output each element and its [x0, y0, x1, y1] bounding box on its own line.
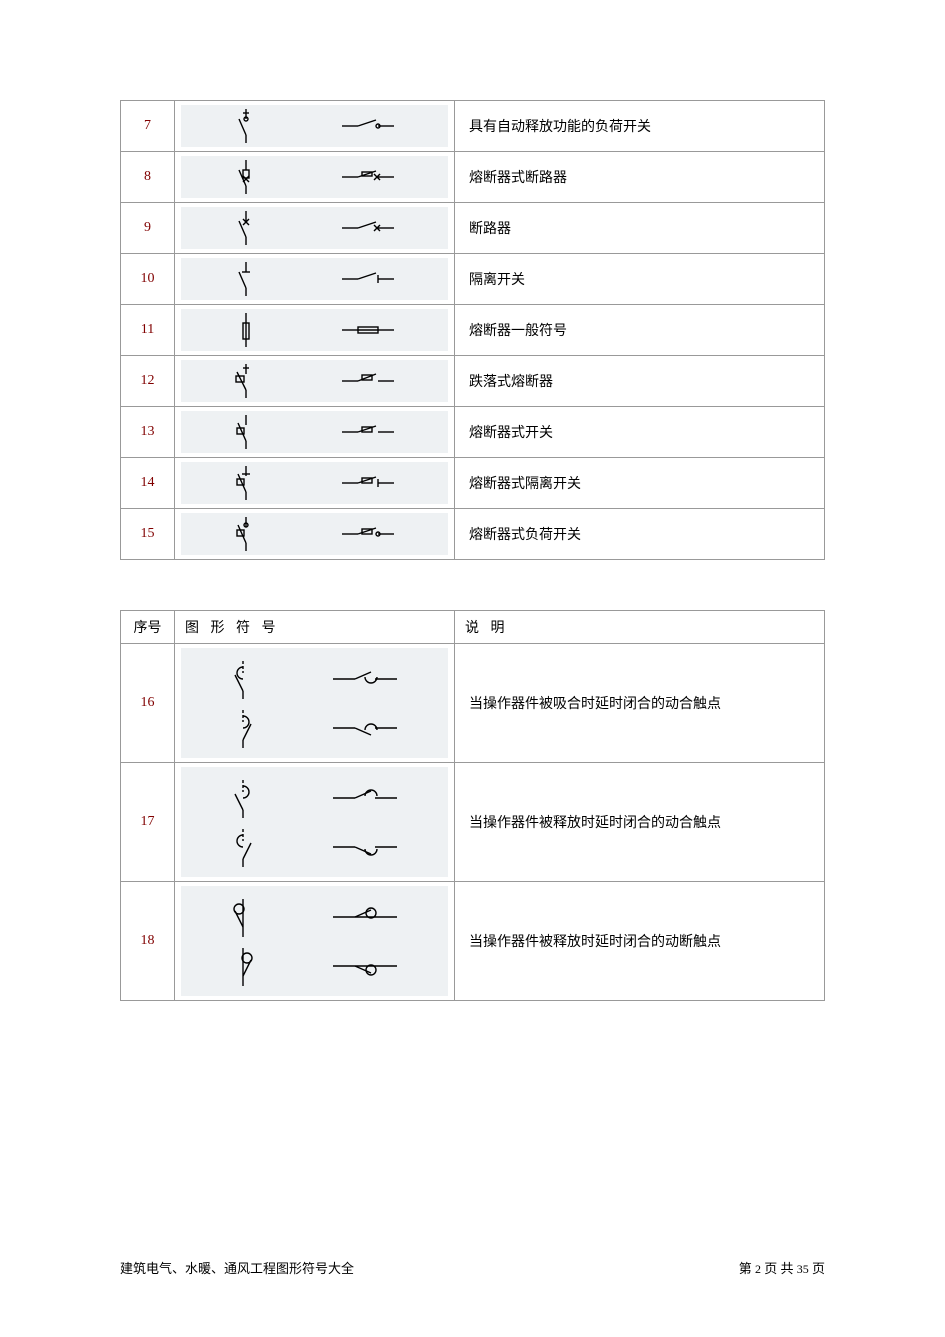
row-desc: 当操作器件被吸合时延时闭合的动合触点 [455, 644, 825, 763]
table-row: 13 熔断器式开关 [121, 407, 825, 458]
table-row: 8 熔断器式断路器 [121, 152, 825, 203]
table-row: 9 断路器 [121, 203, 825, 254]
symbol-box [181, 309, 448, 351]
row-num: 12 [121, 356, 175, 407]
footer-page: 第 2 页 共 35 页 [739, 1258, 825, 1277]
row-symbol-cell [175, 644, 455, 763]
row-symbol-cell [175, 254, 455, 305]
row-symbol-cell [175, 101, 455, 152]
fuse-switch-horizontal-icon [338, 421, 398, 443]
row-desc: 熔断器式负荷开关 [455, 509, 825, 560]
row-num: 17 [121, 763, 175, 882]
symbol-box [181, 513, 448, 555]
row-desc: 当操作器件被释放时延时闭合的动断触点 [455, 882, 825, 1001]
row-symbol-cell [175, 152, 455, 203]
delay-close-no-h1-icon [327, 666, 403, 692]
fuse-general-vertical-icon [231, 311, 261, 349]
table-row: 17 当操作器件被释放时延时闭合的动合触点 [121, 763, 825, 882]
symbol-box [181, 105, 448, 147]
disconnect-switch-vertical-icon [231, 260, 261, 298]
delay-release-no-h1-icon [327, 785, 403, 811]
symbol-box [181, 767, 448, 877]
delay-release-no-v2-icon [226, 825, 260, 869]
page-footer: 建筑电气、水暖、通风工程图形符号大全 第 2 页 共 35 页 [120, 1258, 825, 1277]
symbol-table-2: 序号 图 形 符 号 说 明 16 当操作器件被吸合时延时闭合的动合触点 17 [120, 610, 825, 1001]
symbol-box [181, 462, 448, 504]
fuse-disconnect-switch-vertical-icon [231, 464, 261, 502]
symbol-table-1: 7 具有自动释放功能的负荷开关 8 熔断器式断路器 9 断路器 10 [120, 100, 825, 560]
row-num: 18 [121, 882, 175, 1001]
fuse-general-horizontal-icon [338, 319, 398, 341]
footer-title: 建筑电气、水暖、通风工程图形符号大全 [120, 1258, 354, 1277]
table-row: 11 熔断器一般符号 [121, 305, 825, 356]
row-symbol-cell [175, 356, 455, 407]
row-num: 15 [121, 509, 175, 560]
disconnect-switch-horizontal-icon [338, 268, 398, 290]
delay-release-no-v1-icon [226, 776, 260, 820]
dropout-fuse-vertical-icon [231, 362, 261, 400]
row-num: 7 [121, 101, 175, 152]
symbol-box [181, 207, 448, 249]
row-desc: 熔断器一般符号 [455, 305, 825, 356]
fuse-breaker-horizontal-icon [338, 166, 398, 188]
delay-release-nc-v1-icon [226, 895, 260, 939]
table-row: 7 具有自动释放功能的负荷开关 [121, 101, 825, 152]
breaker-horizontal-icon [338, 217, 398, 239]
delay-release-nc-h1-icon [327, 904, 403, 930]
fuse-switch-vertical-icon [231, 413, 261, 451]
header-num: 序号 [121, 611, 175, 644]
row-symbol-cell [175, 203, 455, 254]
fuse-breaker-vertical-icon [231, 158, 261, 196]
symbol-box [181, 648, 448, 758]
fuse-load-switch-vertical-icon [231, 515, 261, 553]
symbol-box [181, 411, 448, 453]
row-desc: 具有自动释放功能的负荷开关 [455, 101, 825, 152]
row-desc: 跌落式熔断器 [455, 356, 825, 407]
row-num: 16 [121, 644, 175, 763]
delay-release-no-h2-icon [327, 834, 403, 860]
table-row: 12 跌落式熔断器 [121, 356, 825, 407]
row-symbol-cell [175, 305, 455, 356]
row-num: 10 [121, 254, 175, 305]
delay-close-no-v2-icon [226, 706, 260, 750]
row-num: 13 [121, 407, 175, 458]
table-header-row: 序号 图 形 符 号 说 明 [121, 611, 825, 644]
symbol-box [181, 258, 448, 300]
row-symbol-cell [175, 763, 455, 882]
auto-release-switch-vertical-icon [231, 107, 261, 145]
table-row: 15 熔断器式负荷开关 [121, 509, 825, 560]
symbol-box [181, 156, 448, 198]
delay-close-no-v1-icon [226, 657, 260, 701]
delay-release-nc-h2-icon [327, 953, 403, 979]
row-symbol-cell [175, 509, 455, 560]
row-desc: 熔断器式开关 [455, 407, 825, 458]
fuse-load-switch-horizontal-icon [338, 523, 398, 545]
row-num: 14 [121, 458, 175, 509]
delay-close-no-h2-icon [327, 715, 403, 741]
breaker-vertical-icon [231, 209, 261, 247]
table-row: 14 熔断器式隔离开关 [121, 458, 825, 509]
header-symbol: 图 形 符 号 [175, 611, 455, 644]
row-desc: 断路器 [455, 203, 825, 254]
row-symbol-cell [175, 458, 455, 509]
row-num: 11 [121, 305, 175, 356]
fuse-disconnect-switch-horizontal-icon [338, 472, 398, 494]
row-symbol-cell [175, 882, 455, 1001]
row-symbol-cell [175, 407, 455, 458]
row-desc: 当操作器件被释放时延时闭合的动合触点 [455, 763, 825, 882]
symbol-box [181, 360, 448, 402]
row-desc: 隔离开关 [455, 254, 825, 305]
delay-release-nc-v2-icon [226, 944, 260, 988]
dropout-fuse-horizontal-icon [338, 370, 398, 392]
table-row: 18 当操作器件被释放时延时闭合的动断触点 [121, 882, 825, 1001]
row-num: 8 [121, 152, 175, 203]
table-row: 10 隔离开关 [121, 254, 825, 305]
header-desc: 说 明 [455, 611, 825, 644]
row-num: 9 [121, 203, 175, 254]
row-desc: 熔断器式断路器 [455, 152, 825, 203]
row-desc: 熔断器式隔离开关 [455, 458, 825, 509]
symbol-box [181, 886, 448, 996]
table-row: 16 当操作器件被吸合时延时闭合的动合触点 [121, 644, 825, 763]
auto-release-switch-horizontal-icon [338, 115, 398, 137]
